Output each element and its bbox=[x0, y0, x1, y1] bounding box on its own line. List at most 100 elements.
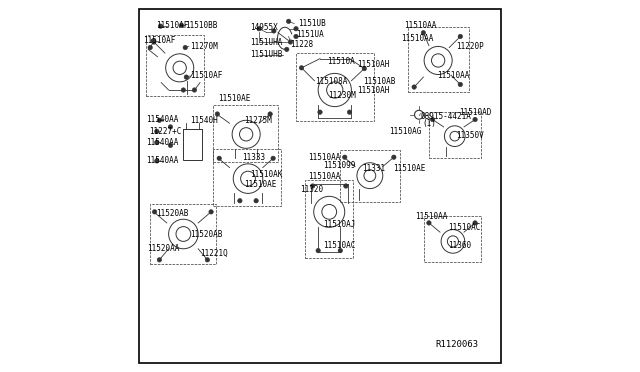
Circle shape bbox=[271, 156, 275, 161]
Circle shape bbox=[217, 156, 221, 161]
Text: 11510AC: 11510AC bbox=[323, 241, 355, 250]
Circle shape bbox=[318, 110, 322, 114]
Bar bbox=[296, 53, 374, 121]
Bar bbox=[340, 150, 401, 202]
Circle shape bbox=[257, 26, 261, 31]
Text: 11510A: 11510A bbox=[326, 57, 355, 66]
Circle shape bbox=[338, 248, 342, 253]
Text: 08915-4421A: 08915-4421A bbox=[420, 112, 471, 121]
Circle shape bbox=[392, 155, 396, 160]
Text: 11510BB: 11510BB bbox=[185, 21, 218, 30]
Circle shape bbox=[155, 159, 159, 163]
Text: 1151UB: 1151UB bbox=[298, 19, 326, 28]
Text: 11227+C: 11227+C bbox=[149, 127, 182, 136]
Circle shape bbox=[179, 23, 184, 28]
Circle shape bbox=[412, 85, 417, 89]
Circle shape bbox=[294, 34, 298, 39]
Text: 11320: 11320 bbox=[300, 185, 323, 194]
Text: 11540AA: 11540AA bbox=[146, 138, 178, 147]
Bar bbox=[213, 149, 281, 206]
Text: 11510AE: 11510AE bbox=[393, 164, 426, 173]
Circle shape bbox=[427, 221, 431, 225]
Text: 11520AB: 11520AB bbox=[156, 209, 188, 218]
Text: 1151UHB: 1151UHB bbox=[250, 51, 282, 60]
Circle shape bbox=[362, 66, 367, 71]
Circle shape bbox=[152, 210, 157, 214]
Text: 11540AA: 11540AA bbox=[146, 156, 178, 166]
Bar bbox=[213, 105, 278, 162]
Circle shape bbox=[285, 47, 289, 52]
Text: (1): (1) bbox=[422, 119, 436, 128]
Text: 11510AJ: 11510AJ bbox=[323, 220, 355, 229]
Text: 11350V: 11350V bbox=[456, 131, 484, 140]
Text: 11510AA: 11510AA bbox=[415, 212, 447, 221]
Text: 1151UA: 1151UA bbox=[296, 30, 324, 39]
Circle shape bbox=[300, 65, 304, 70]
Circle shape bbox=[192, 88, 196, 92]
Circle shape bbox=[152, 40, 156, 44]
Text: 11333: 11333 bbox=[242, 153, 265, 162]
Text: 11510AD: 11510AD bbox=[460, 108, 492, 118]
Text: 11221Q: 11221Q bbox=[200, 249, 228, 258]
Text: 11270M: 11270M bbox=[190, 42, 218, 51]
Circle shape bbox=[287, 19, 291, 23]
Circle shape bbox=[181, 88, 186, 92]
Circle shape bbox=[473, 221, 477, 225]
Text: 11331: 11331 bbox=[362, 164, 385, 173]
Circle shape bbox=[158, 24, 163, 28]
Text: 1151099: 1151099 bbox=[323, 161, 355, 170]
Text: 14955X: 14955X bbox=[250, 23, 278, 32]
Bar bbox=[147, 35, 204, 96]
Circle shape bbox=[288, 40, 292, 44]
Circle shape bbox=[168, 125, 173, 129]
Text: 11510AF: 11510AF bbox=[143, 36, 176, 45]
Text: 11510AH: 11510AH bbox=[357, 60, 389, 70]
Circle shape bbox=[183, 45, 188, 50]
Text: 11510AH: 11510AH bbox=[357, 86, 389, 95]
Text: 11510AC: 11510AC bbox=[449, 223, 481, 232]
Circle shape bbox=[151, 39, 156, 43]
Circle shape bbox=[342, 155, 347, 160]
Text: 11510AK: 11510AK bbox=[250, 170, 282, 179]
Bar bbox=[184, 129, 202, 160]
Text: R1120063: R1120063 bbox=[435, 340, 478, 349]
Bar bbox=[305, 180, 353, 258]
Circle shape bbox=[268, 112, 273, 116]
Text: 11510AA: 11510AA bbox=[437, 71, 470, 80]
Circle shape bbox=[430, 117, 435, 122]
Bar bbox=[150, 205, 216, 264]
Text: 11510AA: 11510AA bbox=[308, 172, 340, 181]
Text: 11540AA: 11540AA bbox=[146, 115, 178, 124]
Circle shape bbox=[458, 82, 463, 87]
Circle shape bbox=[157, 258, 162, 262]
Text: 11230M: 11230M bbox=[328, 91, 356, 100]
Circle shape bbox=[473, 117, 477, 122]
Text: 11510AA: 11510AA bbox=[401, 34, 434, 43]
Circle shape bbox=[155, 129, 159, 134]
Circle shape bbox=[344, 184, 348, 188]
Text: 11510AA: 11510AA bbox=[308, 153, 340, 162]
Circle shape bbox=[348, 110, 352, 114]
Circle shape bbox=[155, 140, 159, 145]
Text: 11520AA: 11520AA bbox=[147, 244, 180, 253]
Bar bbox=[408, 27, 468, 92]
Text: 1151UHA: 1151UHA bbox=[250, 38, 282, 46]
Circle shape bbox=[458, 34, 463, 39]
Text: 11220P: 11220P bbox=[456, 42, 484, 51]
Circle shape bbox=[168, 143, 173, 148]
Circle shape bbox=[205, 258, 210, 262]
Text: 11510AE: 11510AE bbox=[244, 180, 276, 189]
Text: 11540H: 11540H bbox=[190, 116, 218, 125]
Circle shape bbox=[310, 184, 315, 188]
Text: 11520AB: 11520AB bbox=[190, 230, 223, 239]
Text: 11360: 11360 bbox=[449, 241, 472, 250]
Circle shape bbox=[316, 248, 321, 253]
Text: 11275M: 11275M bbox=[244, 116, 272, 125]
Circle shape bbox=[215, 112, 220, 116]
Bar bbox=[424, 215, 481, 262]
Circle shape bbox=[294, 26, 298, 31]
Circle shape bbox=[421, 31, 426, 35]
Circle shape bbox=[157, 118, 162, 122]
Circle shape bbox=[271, 29, 276, 33]
Text: 11510AA: 11510AA bbox=[404, 21, 436, 30]
